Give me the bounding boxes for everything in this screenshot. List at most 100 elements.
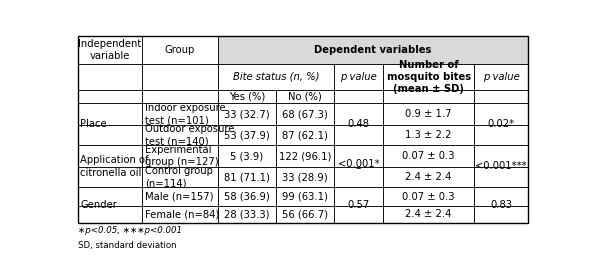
Bar	[276, 167, 334, 187]
Bar	[78, 36, 142, 64]
Text: Indoor exposure
test (n=101): Indoor exposure test (n=101)	[145, 103, 226, 125]
Text: 87 (62.1): 87 (62.1)	[282, 130, 328, 140]
Bar	[78, 167, 142, 187]
Text: 2.4 ± 2.4: 2.4 ± 2.4	[406, 209, 452, 219]
Bar	[78, 206, 142, 223]
Bar	[474, 187, 528, 206]
Text: 33 (28.9): 33 (28.9)	[282, 172, 328, 182]
Text: 0.02*: 0.02*	[488, 119, 515, 129]
Bar	[142, 104, 217, 125]
Bar	[383, 64, 474, 90]
Bar	[383, 167, 474, 187]
Text: 81 (71.1): 81 (71.1)	[224, 172, 270, 182]
Text: Female (n=84): Female (n=84)	[145, 209, 220, 219]
Text: 0.07 ± 0.3: 0.07 ± 0.3	[402, 191, 455, 201]
Bar	[217, 64, 334, 90]
Bar	[142, 125, 217, 145]
Text: Number of
mosquito bites
(mean ± SD): Number of mosquito bites (mean ± SD)	[386, 59, 471, 94]
Bar	[78, 145, 142, 167]
Bar	[334, 187, 383, 206]
Bar	[142, 90, 217, 104]
Text: 0.83: 0.83	[490, 200, 512, 210]
Bar	[474, 206, 528, 223]
Bar	[474, 90, 528, 104]
Bar	[276, 145, 334, 167]
Text: --: --	[356, 164, 362, 173]
Bar	[334, 206, 383, 223]
Bar	[474, 145, 528, 167]
Bar	[383, 125, 474, 145]
Bar	[474, 167, 528, 187]
Text: 5 (3.9): 5 (3.9)	[230, 151, 263, 161]
Text: 0.57: 0.57	[347, 200, 370, 210]
Text: No (%): No (%)	[288, 92, 322, 102]
Text: 0.07 ± 0.3: 0.07 ± 0.3	[402, 151, 455, 161]
Text: Dependent variables: Dependent variables	[314, 45, 432, 55]
Text: 2.4 ± 2.4: 2.4 ± 2.4	[406, 172, 452, 182]
Bar	[142, 64, 217, 90]
Bar	[217, 125, 276, 145]
Text: Control group
(n=114): Control group (n=114)	[145, 166, 213, 188]
Bar	[276, 125, 334, 145]
Bar	[217, 187, 276, 206]
Bar	[474, 125, 528, 145]
Bar	[78, 64, 142, 90]
Bar	[217, 167, 276, 187]
Text: 68 (67.3): 68 (67.3)	[282, 109, 328, 119]
Bar	[334, 167, 383, 187]
Bar	[334, 125, 383, 145]
Bar	[142, 206, 217, 223]
Text: 1.3 ± 2.2: 1.3 ± 2.2	[405, 130, 452, 140]
Text: Independent
variable: Independent variable	[78, 39, 141, 61]
Text: Outdoor exposure
test (n=140): Outdoor exposure test (n=140)	[145, 124, 235, 146]
Text: Yes (%): Yes (%)	[229, 92, 265, 102]
Bar	[276, 206, 334, 223]
Bar	[217, 90, 276, 104]
Bar	[474, 104, 528, 125]
Bar	[334, 145, 383, 167]
Bar	[78, 90, 142, 104]
Bar	[474, 64, 528, 90]
Text: 28 (33.3): 28 (33.3)	[224, 209, 270, 219]
Bar	[142, 187, 217, 206]
Bar	[78, 125, 142, 145]
Text: Place: Place	[81, 119, 107, 129]
Bar	[142, 167, 217, 187]
Text: Application of
citronella oil: Application of citronella oil	[81, 155, 149, 177]
Bar	[334, 90, 383, 104]
Text: 53 (37.9): 53 (37.9)	[224, 130, 270, 140]
Text: 99 (63.1): 99 (63.1)	[282, 191, 328, 201]
Text: <0.001*: <0.001*	[338, 159, 379, 169]
Bar	[217, 206, 276, 223]
Text: p value: p value	[483, 72, 520, 82]
Text: 56 (66.7): 56 (66.7)	[282, 209, 328, 219]
Text: Gender: Gender	[81, 200, 117, 210]
Bar	[142, 145, 217, 167]
Bar	[383, 206, 474, 223]
Bar	[217, 36, 528, 64]
Text: 0.9 ± 1.7: 0.9 ± 1.7	[405, 109, 452, 119]
Bar	[217, 104, 276, 125]
Text: 33 (32.7): 33 (32.7)	[224, 109, 270, 119]
Text: 0.48: 0.48	[348, 119, 370, 129]
Text: SD, standard deviation: SD, standard deviation	[78, 241, 176, 250]
Text: 58 (36.9): 58 (36.9)	[224, 191, 270, 201]
Text: Male (n=157): Male (n=157)	[145, 191, 214, 201]
Text: <0.001***: <0.001***	[475, 161, 527, 171]
Bar	[78, 187, 142, 206]
Bar	[217, 145, 276, 167]
Bar	[78, 36, 528, 223]
Bar	[276, 104, 334, 125]
Bar	[78, 104, 142, 125]
Text: ∗p<0.05, ∗∗∗p<0.001: ∗p<0.05, ∗∗∗p<0.001	[78, 226, 182, 235]
Bar	[334, 104, 383, 125]
Text: p value: p value	[340, 72, 377, 82]
Bar	[142, 36, 217, 64]
Bar	[383, 187, 474, 206]
Text: Group: Group	[164, 45, 195, 55]
Text: Experimental
group (n=127): Experimental group (n=127)	[145, 145, 219, 167]
Bar	[383, 145, 474, 167]
Text: Bite status (n, %): Bite status (n, %)	[232, 72, 319, 82]
Text: 122 (96.1): 122 (96.1)	[279, 151, 331, 161]
Bar	[276, 187, 334, 206]
